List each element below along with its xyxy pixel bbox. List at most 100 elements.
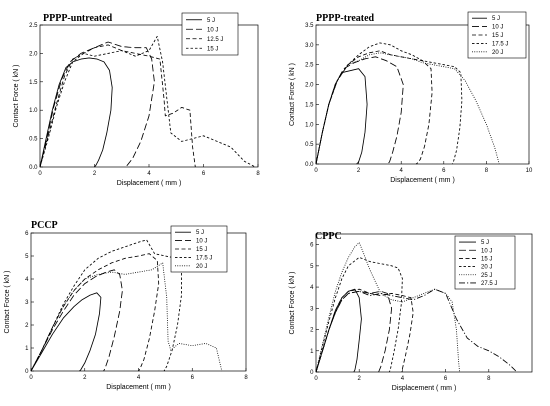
y-tick-label: 1.0 bbox=[305, 122, 314, 128]
x-tick-label: 2 bbox=[93, 171, 97, 177]
legend-label: 15 J bbox=[207, 46, 218, 52]
legend-label: 10 J bbox=[207, 27, 218, 33]
series-line bbox=[315, 256, 403, 373]
x-tick-label: 4 bbox=[400, 168, 404, 174]
x-tick-label: 4 bbox=[401, 376, 405, 382]
legend: 5 J 10 J 15 J 20 J 25 J 27.5 J bbox=[454, 235, 516, 290]
x-axis-label: Displacement ( mm ) bbox=[390, 177, 455, 184]
series-line bbox=[39, 35, 256, 168]
plot-frame bbox=[315, 24, 530, 165]
y-tick-label: 2.5 bbox=[305, 63, 314, 69]
x-tick-label: 8 bbox=[244, 375, 248, 381]
x-tick-label: 0 bbox=[314, 376, 318, 382]
legend: 5 J 10 J 15 J 17.5 J 20 J bbox=[170, 225, 228, 273]
y-tick-label: 6 bbox=[310, 243, 314, 249]
y-axis-label: Contact Force ( kN ) bbox=[4, 270, 11, 333]
x-tick-label: 8 bbox=[487, 376, 491, 382]
series-line bbox=[315, 288, 414, 373]
x-tick-label: 8 bbox=[485, 168, 489, 174]
x-axis-label: Displacement ( mm ) bbox=[392, 385, 457, 392]
series-line bbox=[315, 50, 433, 165]
legend-label: 10 J bbox=[492, 25, 503, 31]
series-line bbox=[315, 288, 518, 373]
x-tick-label: 4 bbox=[147, 171, 151, 177]
y-tick-label: 3 bbox=[310, 306, 314, 312]
series-line bbox=[315, 56, 404, 165]
y-tick-label: 3.5 bbox=[305, 23, 314, 29]
x-tick-label: 0 bbox=[314, 168, 318, 174]
x-axis-label: Displacement ( mm ) bbox=[117, 180, 182, 187]
x-tick-label: 2 bbox=[358, 376, 362, 382]
x-tick-label: 0 bbox=[38, 171, 42, 177]
legend-box bbox=[454, 235, 516, 290]
chart-panel: 0 2 4 6 8 0 1 2 3 4 5 6 Displacement ( mm ) Contact F… bbox=[4, 220, 248, 391]
y-tick-label: 5 bbox=[310, 264, 314, 270]
series-line bbox=[30, 269, 123, 372]
legend-box bbox=[170, 225, 228, 273]
legend-label: 10 J bbox=[196, 239, 207, 245]
y-tick-label: 1 bbox=[310, 349, 314, 355]
chart-title: PPPP-treated bbox=[316, 13, 375, 24]
series-line bbox=[39, 57, 113, 168]
y-tick-label: 1.0 bbox=[29, 108, 38, 114]
y-tick-label: 2 bbox=[25, 323, 29, 329]
y-axis-label: Contact Force ( kN ) bbox=[289, 271, 296, 334]
x-tick-label: 2 bbox=[357, 168, 361, 174]
x-axis-label: Displacement ( mm ) bbox=[106, 384, 171, 391]
y-tick-label: 1.5 bbox=[29, 80, 38, 86]
series-line bbox=[315, 242, 461, 373]
legend-label: 20 J bbox=[492, 50, 503, 56]
series-line bbox=[30, 253, 160, 372]
series-line bbox=[315, 288, 362, 373]
x-tick-label: 2 bbox=[83, 375, 87, 381]
series-line bbox=[30, 292, 102, 372]
legend-label: 25 J bbox=[481, 273, 492, 279]
legend-label: 12.5 J bbox=[207, 37, 223, 43]
chart-panel: 0 2 4 6 8 10 0.0 0.5 1.0 1.5 2.0 2.5 3.0 3.5 Displacem… bbox=[289, 11, 533, 184]
legend-label: 20 J bbox=[481, 265, 492, 271]
y-tick-label: 0.0 bbox=[29, 165, 38, 171]
x-tick-label: 6 bbox=[191, 375, 195, 381]
series-line bbox=[30, 239, 182, 372]
y-tick-label: 0.0 bbox=[305, 162, 314, 168]
x-tick-label: 6 bbox=[442, 168, 446, 174]
y-tick-label: 2.0 bbox=[29, 51, 38, 57]
y-tick-label: 1.5 bbox=[305, 102, 314, 108]
legend: 5 J 10 J 12.5 J 15 J bbox=[181, 12, 239, 56]
legend-label: 5 J bbox=[196, 230, 204, 236]
series-line bbox=[315, 68, 368, 165]
y-tick-label: 0 bbox=[310, 370, 314, 376]
legend-label: 5 J bbox=[481, 240, 489, 246]
plot-frame bbox=[315, 233, 533, 373]
legend-label: 5 J bbox=[492, 16, 500, 22]
y-axis-label: Contact Force ( kN ) bbox=[289, 63, 296, 126]
legend-label: 20 J bbox=[196, 264, 207, 270]
y-tick-label: 0.5 bbox=[305, 142, 314, 148]
x-tick-label: 0 bbox=[29, 375, 33, 381]
x-tick-label: 6 bbox=[444, 376, 448, 382]
legend-label: 17.5 J bbox=[196, 255, 212, 261]
legend-label: 27.5 J bbox=[481, 281, 497, 287]
legend: 5 J 10 J 15 J 17.5 J 20 J bbox=[467, 11, 527, 59]
y-tick-label: 2.0 bbox=[305, 83, 314, 89]
x-tick-label: 6 bbox=[202, 171, 206, 177]
legend-label: 17.5 J bbox=[492, 41, 508, 47]
y-tick-label: 6 bbox=[25, 231, 29, 237]
y-tick-label: 0.5 bbox=[29, 137, 38, 143]
x-tick-label: 4 bbox=[137, 375, 141, 381]
legend-label: 15 J bbox=[481, 256, 492, 262]
y-tick-label: 2 bbox=[310, 328, 314, 334]
legend-label: 5 J bbox=[207, 18, 215, 24]
y-axis-label: Contact Force ( kN ) bbox=[13, 64, 20, 127]
chart-title: CPPC bbox=[315, 231, 342, 242]
x-tick-label: 8 bbox=[256, 171, 260, 177]
x-tick-label: 10 bbox=[526, 168, 533, 174]
chart-title: PCCP bbox=[31, 220, 58, 231]
series-line bbox=[315, 42, 463, 165]
series-line bbox=[39, 41, 155, 168]
series-line bbox=[315, 52, 500, 165]
y-tick-label: 5 bbox=[25, 254, 29, 260]
legend-label: 10 J bbox=[481, 248, 492, 254]
y-tick-label: 0 bbox=[25, 369, 29, 375]
